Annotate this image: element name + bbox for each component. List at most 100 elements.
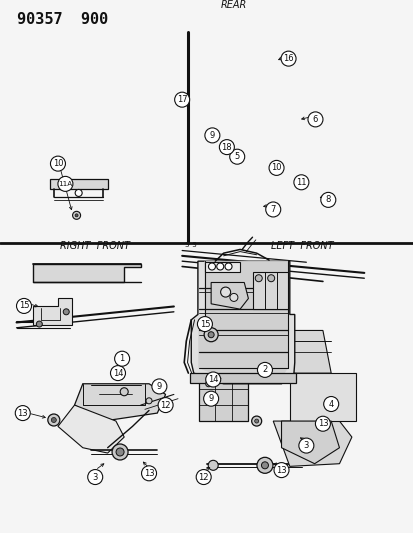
Text: 6: 6 — [312, 115, 317, 124]
Polygon shape — [58, 405, 124, 453]
Circle shape — [203, 391, 218, 406]
Circle shape — [229, 149, 244, 164]
Polygon shape — [33, 298, 72, 325]
Polygon shape — [289, 373, 355, 421]
Circle shape — [110, 366, 125, 381]
Circle shape — [256, 457, 272, 473]
Text: RIGHT  FRONT: RIGHT FRONT — [60, 241, 130, 251]
Polygon shape — [248, 330, 330, 373]
Circle shape — [293, 175, 308, 190]
Circle shape — [298, 438, 313, 453]
Circle shape — [205, 372, 220, 387]
Circle shape — [17, 298, 31, 313]
Polygon shape — [281, 421, 339, 464]
Polygon shape — [204, 262, 240, 272]
Circle shape — [315, 416, 330, 431]
Polygon shape — [33, 264, 140, 282]
Circle shape — [208, 332, 214, 338]
Circle shape — [208, 263, 215, 270]
Text: 11: 11 — [295, 178, 306, 187]
Circle shape — [146, 398, 152, 404]
Circle shape — [152, 379, 166, 394]
Polygon shape — [211, 282, 248, 309]
Polygon shape — [273, 421, 351, 466]
Circle shape — [320, 192, 335, 207]
Circle shape — [255, 274, 261, 282]
Text: 7: 7 — [270, 205, 275, 214]
Circle shape — [204, 328, 218, 342]
Circle shape — [204, 128, 219, 143]
Circle shape — [261, 462, 268, 469]
Circle shape — [72, 211, 81, 220]
Text: 12: 12 — [160, 401, 171, 409]
Circle shape — [257, 362, 272, 377]
Circle shape — [36, 321, 42, 327]
Text: 15: 15 — [19, 302, 29, 310]
Circle shape — [114, 351, 129, 366]
Circle shape — [75, 189, 82, 197]
Text: 10: 10 — [52, 159, 63, 168]
Circle shape — [220, 287, 230, 297]
Text: 3: 3 — [190, 241, 197, 248]
Polygon shape — [198, 373, 248, 421]
Circle shape — [158, 398, 173, 413]
Circle shape — [196, 470, 211, 484]
Circle shape — [88, 470, 102, 484]
Polygon shape — [191, 261, 294, 384]
Circle shape — [323, 397, 338, 411]
Text: 13: 13 — [317, 419, 328, 428]
Polygon shape — [198, 261, 287, 377]
Text: 8: 8 — [325, 196, 330, 204]
Text: 9: 9 — [208, 394, 213, 403]
Text: LEFT  FRONT: LEFT FRONT — [270, 241, 333, 251]
Circle shape — [225, 263, 231, 270]
Text: 15: 15 — [199, 320, 210, 328]
Circle shape — [208, 461, 218, 470]
Text: 18: 18 — [221, 143, 232, 151]
Polygon shape — [190, 373, 295, 383]
Circle shape — [174, 92, 189, 107]
Text: REAR: REAR — [220, 0, 247, 10]
Circle shape — [216, 263, 223, 270]
Text: 13: 13 — [17, 409, 28, 417]
Text: 13: 13 — [275, 466, 286, 474]
Circle shape — [219, 140, 234, 155]
Circle shape — [205, 381, 211, 387]
Circle shape — [268, 160, 283, 175]
Circle shape — [267, 274, 274, 282]
Text: 14: 14 — [112, 369, 123, 377]
Text: 3: 3 — [93, 473, 97, 481]
Circle shape — [48, 414, 59, 426]
Circle shape — [197, 317, 212, 332]
Text: 90357  900: 90357 900 — [17, 12, 107, 27]
Circle shape — [120, 387, 128, 396]
Circle shape — [112, 444, 128, 460]
Text: 3: 3 — [303, 441, 308, 450]
Text: 9: 9 — [157, 382, 161, 391]
Text: 16: 16 — [282, 54, 293, 63]
Circle shape — [51, 417, 56, 423]
Text: 13: 13 — [143, 469, 154, 478]
Circle shape — [15, 406, 30, 421]
Text: 2: 2 — [262, 366, 267, 374]
Text: 14: 14 — [207, 375, 218, 384]
Circle shape — [50, 156, 65, 171]
Text: 3: 3 — [184, 241, 188, 248]
Circle shape — [307, 112, 322, 127]
Circle shape — [205, 397, 211, 403]
Circle shape — [75, 214, 78, 217]
Text: 12: 12 — [198, 473, 209, 481]
Circle shape — [63, 309, 69, 315]
Circle shape — [229, 293, 237, 302]
Circle shape — [254, 419, 258, 423]
Text: 4: 4 — [328, 400, 333, 408]
Circle shape — [58, 176, 73, 191]
Text: 10: 10 — [271, 164, 281, 172]
Text: 1: 1 — [119, 354, 124, 363]
Circle shape — [141, 466, 156, 481]
Circle shape — [251, 416, 261, 426]
Text: 5: 5 — [234, 152, 239, 161]
Polygon shape — [50, 179, 107, 189]
Circle shape — [265, 202, 280, 217]
Circle shape — [273, 463, 288, 478]
